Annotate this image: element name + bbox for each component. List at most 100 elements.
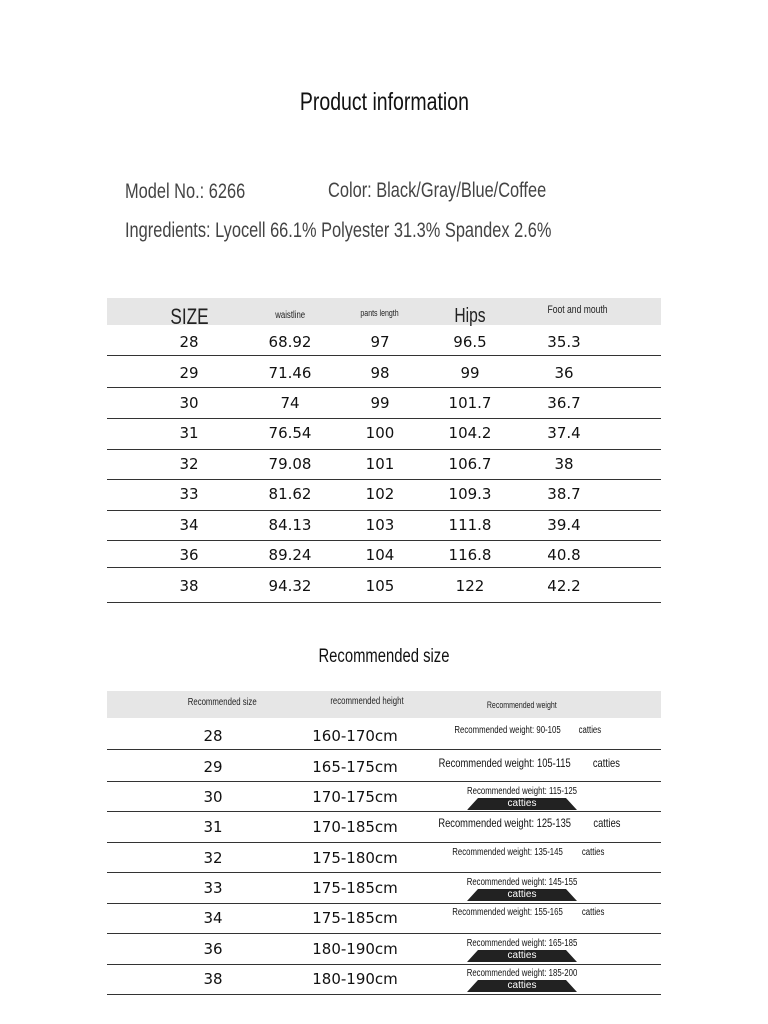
size-table-header-cell: SIZE [139,303,239,331]
weight-unit: catties [466,950,577,962]
size-table-cell: 100 [365,424,395,442]
row-divider [107,781,661,782]
rec-height-cell: 165-175cm [312,758,398,776]
row-divider [107,479,661,480]
size-table-header-cell: waistline [240,310,340,323]
size-table-cell: 99 [370,394,390,412]
size-table-cell: 105 [365,577,395,595]
size-table-cell: 96.5 [453,333,487,351]
row-divider [107,964,661,965]
size-table-cell: 102 [365,485,395,503]
row-divider [107,933,661,934]
size-table-cell: 98 [370,364,390,382]
row-divider [107,842,661,843]
row-divider [107,540,661,541]
rec-height-cell: 180-190cm [312,940,398,958]
row-divider [107,355,661,356]
size-table-cell: 103 [365,516,395,534]
size-table-cell: 101.7 [448,394,492,412]
size-table-header-cell: Hips [420,304,520,329]
size-table-header [107,298,661,325]
row-divider [107,418,661,419]
header-label: waistline [275,310,305,321]
row-divider [107,903,661,904]
rec-table-header [107,691,661,718]
rec-weight-cell: Recommended weight: 125-135 catties [420,816,625,830]
size-table-cell: 71.46 [268,364,312,382]
weight-text: Recommended weight: 125-135 [438,816,571,830]
size-table-cell: 106.7 [448,455,492,473]
rec-size-cell: 28 [203,727,223,745]
size-table-cell: 89.24 [268,546,312,564]
size-table-cell: 94.32 [268,577,312,595]
rec-size-cell: 36 [203,940,223,958]
size-table-cell: 38.7 [547,485,581,503]
size-table-header-cell: Foot and mouth [539,304,607,318]
recommended-size-title: Recommended size [318,646,450,667]
row-divider [107,567,661,568]
size-table-cell: 122 [455,577,485,595]
row-divider [107,994,661,995]
weight-unit: catties [593,816,621,830]
rec-height-cell: 175-180cm [312,849,398,867]
rec-height-cell: 170-185cm [312,818,398,836]
header-label: pants length [360,308,400,318]
size-table-cell: 109.3 [448,485,492,503]
size-table-cell: 111.8 [448,516,492,534]
size-table-cell: 31 [179,424,199,442]
header-label: Foot and mouth [547,304,608,316]
rec-table-header-cell: Recommended size [178,697,257,710]
size-table-cell: 116.8 [448,546,492,564]
rec-weight-cell: Recommended weight: 105-115 catties [420,756,624,770]
weight-unit: catties [466,980,577,992]
rec-size-cell: 32 [203,849,223,867]
size-table-cell: 38 [554,455,574,473]
rec-weight-cell: Recommended weight: 90-105 catties [439,725,604,737]
rec-table-header-cell: Recommended weight [462,700,582,711]
rec-weight-cell: Recommended weight: 185-200 catties [451,968,593,992]
rec-weight-cell: Recommended weight: 165-185 catties [451,938,593,962]
size-table-cell: 104.2 [448,424,492,442]
model-number: Model No.: 6266 [125,180,246,203]
size-table-cell: 28 [179,333,199,351]
rec-weight-cell: Recommended weight: 115-125 catties [451,786,592,810]
header-label: Recommended weight [487,700,557,710]
rec-size-cell: 29 [203,758,223,776]
header-label: recommended height [330,696,404,707]
size-table-cell: 33 [179,485,199,503]
size-table-cell: 38 [179,577,199,595]
header-label: Hips [454,305,486,327]
size-table-cell: 30 [179,394,199,412]
row-divider [107,749,661,750]
rec-height-cell: 170-175cm [312,788,398,806]
size-table-cell: 36 [554,364,574,382]
weight-unit: catties [593,756,621,770]
weight-text: Recommended weight: 90-105 [454,725,561,736]
rec-weight-cell: Recommended weight: 155-165 catties [437,907,608,919]
size-table-cell: 36 [179,546,199,564]
size-table-cell: 39.4 [547,516,581,534]
header-label: SIZE [169,304,209,329]
rec-height-cell: 175-185cm [312,909,398,927]
rec-size-cell: 34 [203,909,223,927]
weight-text: Recommended weight: 115-125 [467,786,577,797]
weight-unit: catties [578,725,602,736]
row-divider [107,811,661,812]
weight-unit: catties [466,889,577,901]
size-table-cell: 40.8 [547,546,581,564]
weight-text: Recommended weight: 135-145 [452,847,563,858]
rec-size-cell: 31 [203,818,223,836]
row-divider [107,872,661,873]
rec-height-cell: 180-190cm [312,970,398,988]
row-divider [107,387,661,388]
page-title: Product information [299,88,469,116]
size-table-cell: 68.92 [268,333,312,351]
rec-size-cell: 38 [203,970,223,988]
size-table-cell: 74 [280,394,300,412]
size-table-cell: 35.3 [547,333,581,351]
size-table-header-cell: pants length [330,308,430,319]
ingredients-info: Ingredients: Lyocell 66.1% Polyester 31.… [125,219,552,242]
size-table-cell: 81.62 [268,485,312,503]
rec-size-cell: 33 [203,879,223,897]
